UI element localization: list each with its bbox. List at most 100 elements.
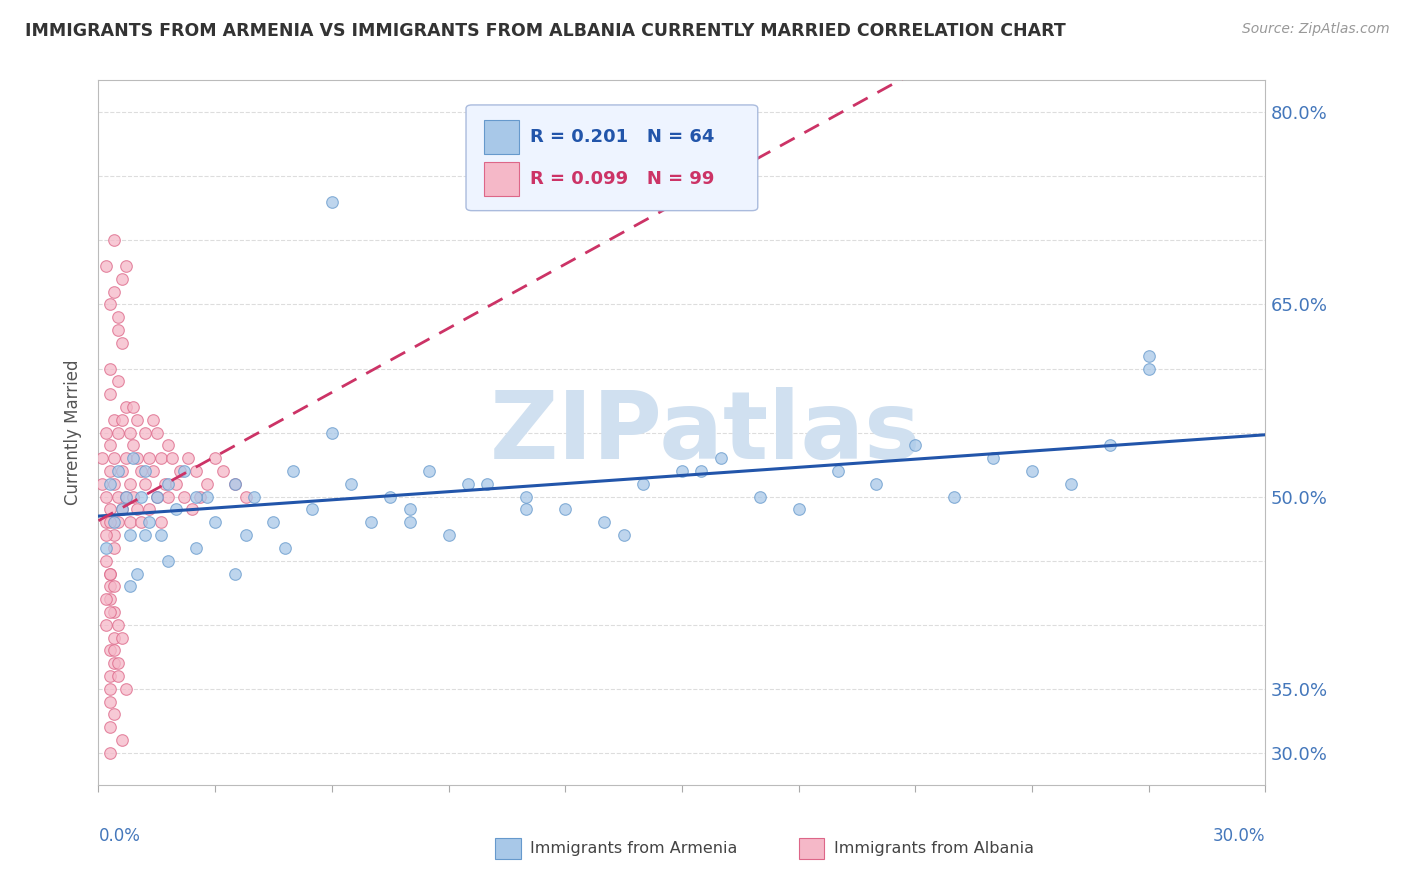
Point [1021,464,1043,478]
Text: Immigrants from Albania: Immigrants from Albania [834,841,1033,856]
Text: R = 0.099   N = 99: R = 0.099 N = 99 [530,170,714,188]
Point [146,490,169,504]
Point [98,476,121,491]
Text: R = 0.201   N = 64: R = 0.201 N = 64 [530,128,714,146]
Point [103,516,125,530]
Point [477,476,499,491]
Point [380,490,402,504]
Point [204,451,226,466]
Point [1137,361,1160,376]
Point [748,490,770,504]
Point [118,516,141,530]
Point [107,669,129,683]
FancyBboxPatch shape [465,105,758,211]
Point [134,528,156,542]
Point [98,361,121,376]
Point [865,476,887,491]
Point [118,579,141,593]
Point [224,476,246,491]
Point [153,476,176,491]
Point [127,413,149,427]
Point [671,464,693,478]
Point [418,464,440,478]
Point [103,451,125,466]
Point [398,502,420,516]
Point [103,476,125,491]
Point [515,490,537,504]
Point [107,657,129,671]
Point [129,516,152,530]
Point [157,554,180,568]
Text: ZIPatlas: ZIPatlas [489,386,921,479]
Point [96,617,118,632]
Point [103,631,125,645]
Point [787,502,810,516]
Point [437,528,460,542]
Point [631,476,654,491]
Point [904,438,927,452]
Bar [495,838,520,859]
Point [114,681,136,696]
Point [157,438,180,452]
Point [107,375,129,389]
Point [107,617,129,632]
Point [111,335,134,350]
Point [274,541,297,555]
Text: IMMIGRANTS FROM ARMENIA VS IMMIGRANTS FROM ALBANIA CURRENTLY MARRIED CORRELATION: IMMIGRANTS FROM ARMENIA VS IMMIGRANTS FR… [25,22,1066,40]
Point [134,476,156,491]
Point [96,592,118,607]
Point [340,476,363,491]
Point [146,490,169,504]
Point [107,310,129,325]
Bar [484,120,519,154]
Point [134,425,156,440]
Point [114,259,136,273]
Y-axis label: Currently Married: Currently Married [65,359,83,506]
Point [554,502,576,516]
Point [235,528,257,542]
Point [122,490,145,504]
Point [103,707,125,722]
Point [184,541,207,555]
Point [180,502,202,516]
Point [321,194,343,209]
Point [146,425,169,440]
Point [96,259,118,273]
Point [114,400,136,414]
Point [96,516,118,530]
Point [129,464,152,478]
Point [321,425,343,440]
Point [96,528,118,542]
Point [593,516,616,530]
Text: 0.0%: 0.0% [98,827,141,846]
Point [129,490,152,504]
Point [107,323,129,337]
Point [1098,438,1121,452]
Point [91,451,114,466]
Point [103,528,125,542]
Point [91,476,114,491]
Point [118,528,141,542]
Point [103,285,125,299]
Point [149,451,172,466]
Point [981,451,1004,466]
Point [162,451,184,466]
Point [98,566,121,581]
Point [107,425,129,440]
Point [127,451,149,466]
Point [96,425,118,440]
Point [173,464,195,478]
Point [98,566,121,581]
Point [103,413,125,427]
Point [157,490,180,504]
Point [943,490,966,504]
Point [96,541,118,555]
Point [103,605,125,619]
Point [169,464,191,478]
Point [195,490,218,504]
Point [98,516,121,530]
Point [98,387,121,401]
Point [98,438,121,452]
Point [114,451,136,466]
Point [98,746,121,760]
